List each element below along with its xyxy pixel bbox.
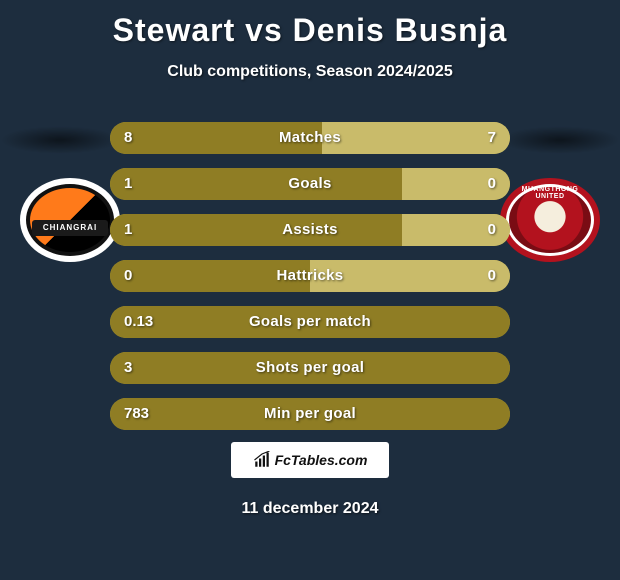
stat-row: Matches8 7 xyxy=(110,122,510,154)
date-text: 11 december 2024 xyxy=(0,500,620,518)
subtitle: Club competitions, Season 2024/2025 xyxy=(0,63,620,81)
page-title: Stewart vs Denis Busnja xyxy=(0,0,620,49)
stat-row: Assists1 0 xyxy=(110,214,510,246)
stat-value-right: 0 xyxy=(488,214,496,246)
player-shadow-left xyxy=(0,126,120,154)
stat-value-right: 0 xyxy=(488,168,496,200)
stat-label: Assists xyxy=(110,214,510,246)
stat-label: Hattricks xyxy=(110,260,510,292)
brand-text: FcTables.com xyxy=(275,452,368,468)
team-logo-left: CHIANGRAI xyxy=(20,178,120,262)
stat-label: Min per goal xyxy=(110,398,510,430)
stats-container: Matches87Goals10Assists10Hattricks00Goal… xyxy=(110,122,510,444)
stat-value-left: 783 xyxy=(124,398,149,430)
stat-value-left: 0.13 xyxy=(124,306,153,338)
stat-row: Goals per match0.13 xyxy=(110,306,510,338)
stat-row: Shots per goal3 xyxy=(110,352,510,384)
team-logo-right: MUANGTHONG UNITED xyxy=(500,178,600,262)
stat-row: Min per goal783 xyxy=(110,398,510,430)
stat-value-left: 8 xyxy=(124,122,132,154)
stat-value-left: 1 xyxy=(124,168,132,200)
stat-label: Matches xyxy=(110,122,510,154)
stat-value-left: 1 xyxy=(124,214,132,246)
stat-row: Goals1 0 xyxy=(110,168,510,200)
stat-label: Goals xyxy=(110,168,510,200)
team-logo-right-text: MUANGTHONG UNITED xyxy=(514,186,586,200)
stat-row: Hattricks0 0 xyxy=(110,260,510,292)
player-shadow-right xyxy=(500,126,620,154)
chart-icon xyxy=(253,451,271,469)
stat-value-right: 7 xyxy=(488,122,496,154)
stat-label: Goals per match xyxy=(110,306,510,338)
stat-value-right: 0 xyxy=(488,260,496,292)
team-logo-left-text: CHIANGRAI xyxy=(32,220,108,236)
brand-badge[interactable]: FcTables.com xyxy=(231,442,389,478)
stat-value-left: 3 xyxy=(124,352,132,384)
stat-label: Shots per goal xyxy=(110,352,510,384)
stat-value-left: 0 xyxy=(124,260,132,292)
